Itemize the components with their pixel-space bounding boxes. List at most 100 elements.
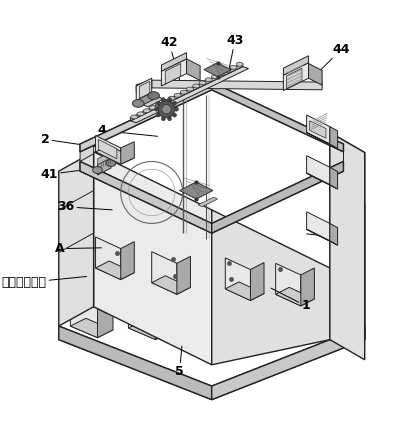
Polygon shape (212, 210, 330, 365)
Polygon shape (248, 299, 276, 351)
Polygon shape (121, 241, 134, 280)
Polygon shape (307, 115, 330, 144)
Text: 45: 45 (313, 168, 364, 181)
Ellipse shape (236, 62, 243, 66)
Polygon shape (301, 268, 314, 306)
Polygon shape (272, 285, 285, 318)
Polygon shape (330, 167, 337, 189)
Ellipse shape (106, 159, 116, 167)
Polygon shape (129, 262, 152, 299)
Polygon shape (121, 142, 134, 164)
Text: 混凝土预制桩: 混凝土预制桩 (1, 276, 86, 289)
Ellipse shape (217, 72, 224, 75)
Polygon shape (276, 263, 301, 306)
Polygon shape (93, 282, 107, 314)
Polygon shape (204, 63, 231, 77)
Ellipse shape (193, 84, 200, 88)
Polygon shape (310, 121, 326, 138)
Ellipse shape (162, 100, 169, 103)
Ellipse shape (230, 66, 237, 69)
Text: A: A (55, 242, 101, 255)
Polygon shape (180, 182, 213, 199)
Polygon shape (80, 82, 212, 152)
Polygon shape (186, 59, 200, 81)
Text: 1: 1 (271, 288, 310, 312)
Polygon shape (198, 197, 217, 207)
Polygon shape (307, 132, 337, 148)
Circle shape (162, 105, 171, 114)
Polygon shape (136, 80, 152, 93)
Polygon shape (80, 161, 344, 233)
Ellipse shape (211, 75, 218, 78)
Text: 42: 42 (160, 36, 181, 84)
Polygon shape (152, 276, 191, 294)
Polygon shape (212, 161, 344, 233)
Polygon shape (284, 56, 308, 75)
Polygon shape (129, 320, 171, 340)
Text: 5: 5 (175, 346, 184, 378)
Polygon shape (276, 288, 314, 306)
Polygon shape (93, 152, 212, 365)
Polygon shape (95, 261, 134, 280)
Ellipse shape (168, 97, 175, 100)
Polygon shape (191, 268, 214, 305)
Polygon shape (95, 146, 134, 164)
Polygon shape (307, 155, 330, 185)
Polygon shape (152, 80, 322, 90)
Polygon shape (191, 293, 217, 346)
Polygon shape (59, 326, 365, 400)
Circle shape (158, 101, 175, 118)
Polygon shape (307, 229, 337, 245)
Polygon shape (307, 173, 337, 189)
Polygon shape (155, 291, 171, 340)
Polygon shape (95, 136, 121, 164)
Polygon shape (80, 161, 212, 233)
Ellipse shape (149, 106, 156, 109)
Polygon shape (276, 303, 291, 351)
Text: 3: 3 (307, 232, 354, 245)
Polygon shape (330, 127, 337, 148)
Text: 41: 41 (40, 167, 105, 181)
Polygon shape (225, 282, 264, 300)
Ellipse shape (180, 90, 187, 94)
Ellipse shape (205, 78, 212, 82)
Circle shape (162, 97, 165, 101)
Polygon shape (59, 152, 93, 326)
Ellipse shape (186, 87, 193, 91)
Ellipse shape (224, 69, 231, 72)
Polygon shape (80, 144, 93, 161)
Polygon shape (80, 82, 344, 152)
Polygon shape (131, 66, 248, 123)
Polygon shape (217, 297, 233, 346)
Polygon shape (59, 326, 212, 400)
Circle shape (162, 117, 165, 120)
Ellipse shape (155, 103, 162, 106)
Ellipse shape (93, 167, 102, 174)
Circle shape (168, 117, 171, 120)
Polygon shape (129, 288, 155, 340)
Polygon shape (212, 82, 344, 152)
Polygon shape (307, 212, 330, 241)
Polygon shape (214, 280, 227, 312)
Polygon shape (330, 185, 365, 340)
Polygon shape (152, 274, 165, 306)
Ellipse shape (132, 100, 144, 107)
Circle shape (173, 113, 177, 117)
Ellipse shape (131, 115, 138, 119)
Circle shape (175, 107, 178, 111)
Ellipse shape (148, 92, 160, 100)
Polygon shape (251, 263, 264, 300)
Ellipse shape (174, 93, 181, 97)
Polygon shape (139, 82, 150, 98)
Polygon shape (248, 332, 291, 351)
Polygon shape (98, 140, 117, 159)
Circle shape (173, 101, 177, 105)
Polygon shape (330, 132, 365, 360)
Text: 36: 36 (57, 200, 112, 213)
Circle shape (154, 107, 158, 111)
Polygon shape (131, 63, 243, 121)
Polygon shape (330, 223, 337, 245)
Circle shape (156, 101, 160, 105)
Polygon shape (70, 284, 98, 338)
Text: 43: 43 (226, 34, 244, 78)
